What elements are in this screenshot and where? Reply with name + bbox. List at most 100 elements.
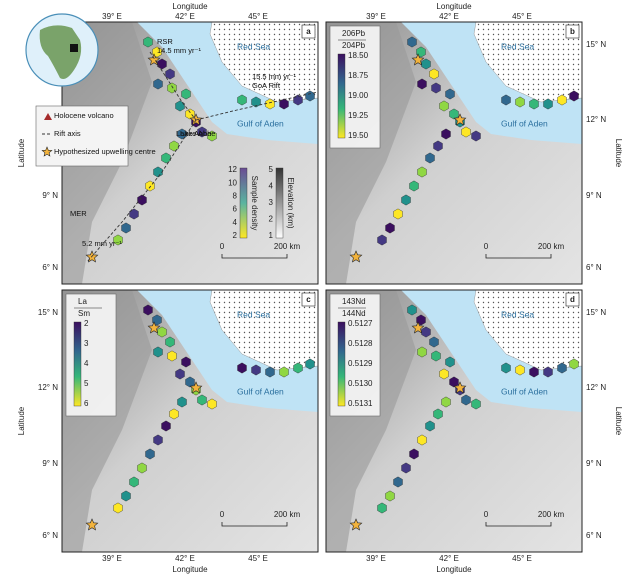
sample-hexagon	[153, 434, 163, 446]
sample-hexagon	[279, 98, 289, 110]
legend-label: Rift axis	[54, 129, 81, 138]
colorbar	[337, 53, 346, 139]
panel-border	[325, 289, 583, 553]
sample-hexagon	[429, 68, 439, 80]
sample-hexagon	[417, 434, 427, 446]
colorbar-title-num: La	[78, 297, 87, 306]
sample-hexagon	[417, 166, 427, 178]
colorbar-tick-label: 12	[228, 165, 237, 174]
sample-hexagon	[501, 362, 511, 374]
colorbar	[239, 167, 248, 239]
sample-hexagon	[152, 314, 162, 326]
panel-border	[61, 289, 319, 553]
sample-hexagon	[113, 502, 123, 514]
sample-hexagon	[501, 94, 511, 106]
rift-axis	[86, 51, 319, 263]
scale-label: 0	[220, 242, 225, 251]
sample-hexagon	[207, 398, 217, 410]
sample-hexagon	[407, 36, 417, 48]
scale-label: 200 km	[274, 242, 301, 251]
panel-border	[325, 21, 583, 285]
map-panel: Red Sea Gulf of Aden b 0 200 km 39° E 42° E 45°…	[325, 2, 623, 285]
upwelling-star	[349, 250, 363, 263]
colorbar-tick-label: 4	[84, 359, 89, 368]
scale-label: 200 km	[274, 510, 301, 519]
sample-hexagon	[421, 58, 431, 70]
sample-hexagon	[441, 396, 451, 408]
colorbar-title-den: Sm	[78, 309, 90, 318]
sample-hexagon	[433, 408, 443, 420]
colorbar	[275, 167, 284, 239]
sample-hexagon	[157, 326, 167, 338]
sample-hexagon	[445, 88, 455, 100]
x-tick-label: 45° E	[512, 554, 532, 563]
scale-label: 0	[484, 242, 489, 251]
scale-bar	[485, 254, 552, 259]
sample-hexagon	[407, 304, 417, 316]
sample-hexagon	[185, 376, 195, 388]
map-label: 5.2 mm yr⁻¹	[82, 239, 122, 248]
colorbar-tick-label: 0.5127	[348, 319, 373, 328]
sample-hexagon	[409, 448, 419, 460]
sample-hexagon	[161, 420, 171, 432]
scale-bar	[485, 522, 552, 527]
colorbar-tick-label: 6	[233, 205, 238, 214]
y-tick-label: 15° N	[586, 40, 606, 49]
sample-hexagon	[137, 194, 147, 206]
colorbar-tick-label: 2	[233, 231, 238, 240]
sample-hexagon	[449, 108, 459, 120]
sample-hexagon	[165, 336, 175, 348]
sample-hexagon	[393, 208, 403, 220]
y-tick-label: 12° N	[38, 383, 58, 392]
colorbar-tick-label: 0.5130	[348, 379, 373, 388]
colorbar-tick-label: 19.50	[348, 131, 369, 140]
sample-hexagon	[401, 462, 411, 474]
sample-hexagon	[113, 234, 123, 246]
colorbar-tick-label: 18.50	[348, 51, 369, 60]
panel-letter: c	[306, 295, 311, 304]
sample-hexagon	[305, 90, 315, 102]
y-tick-label: 9° N	[586, 459, 602, 468]
sample-hexagon	[557, 362, 567, 374]
sample-hexagon	[529, 366, 539, 378]
colorbar-tick-label: 1	[269, 231, 274, 240]
legend-box	[35, 105, 129, 167]
colorbar-tick-label: 19.00	[348, 91, 369, 100]
sample-hexagon	[177, 396, 187, 408]
sample-hexagon	[251, 96, 261, 108]
upwelling-star	[453, 381, 467, 394]
x-axis-title: Longitude	[172, 2, 208, 11]
sample-hexagon	[429, 336, 439, 348]
colorbar-tick-label: 3	[84, 339, 89, 348]
legend-label: Hypothesized upwelling centre	[54, 147, 156, 156]
upwelling-star	[189, 381, 203, 394]
y-axis-title: Latitude	[17, 138, 26, 167]
sample-hexagon	[175, 100, 185, 112]
sample-hexagon	[377, 234, 387, 246]
colorbar-tick-label: 0.5129	[348, 359, 373, 368]
y-tick-label: 15° N	[38, 308, 58, 317]
colorbar-tick-label: 0.5131	[348, 399, 373, 408]
sample-hexagon	[421, 326, 431, 338]
sample-hexagon	[175, 368, 185, 380]
upwelling-star	[411, 53, 425, 66]
colorbar-tick-label: 18.75	[348, 71, 369, 80]
sample-hexagon	[152, 46, 162, 58]
sample-hexagon	[161, 152, 171, 164]
y-tick-label: 6° N	[586, 531, 602, 540]
sample-hexagon	[431, 82, 441, 94]
sample-hexagon	[145, 448, 155, 460]
sea-label: Red Sea	[237, 309, 270, 319]
colorbar-title-den: 204Pb	[342, 41, 366, 50]
sea-label: Gulf of Aden	[237, 118, 284, 128]
upwelling-star	[453, 113, 467, 126]
sample-hexagon	[385, 490, 395, 502]
sample-hexagon	[425, 152, 435, 164]
sample-hexagon	[417, 78, 427, 90]
y-tick-label: 6° N	[586, 263, 602, 272]
sample-hexagon	[431, 350, 441, 362]
sample-hexagon	[137, 462, 147, 474]
sample-hexagon	[169, 140, 179, 152]
sea-label: Red Sea	[501, 309, 534, 319]
